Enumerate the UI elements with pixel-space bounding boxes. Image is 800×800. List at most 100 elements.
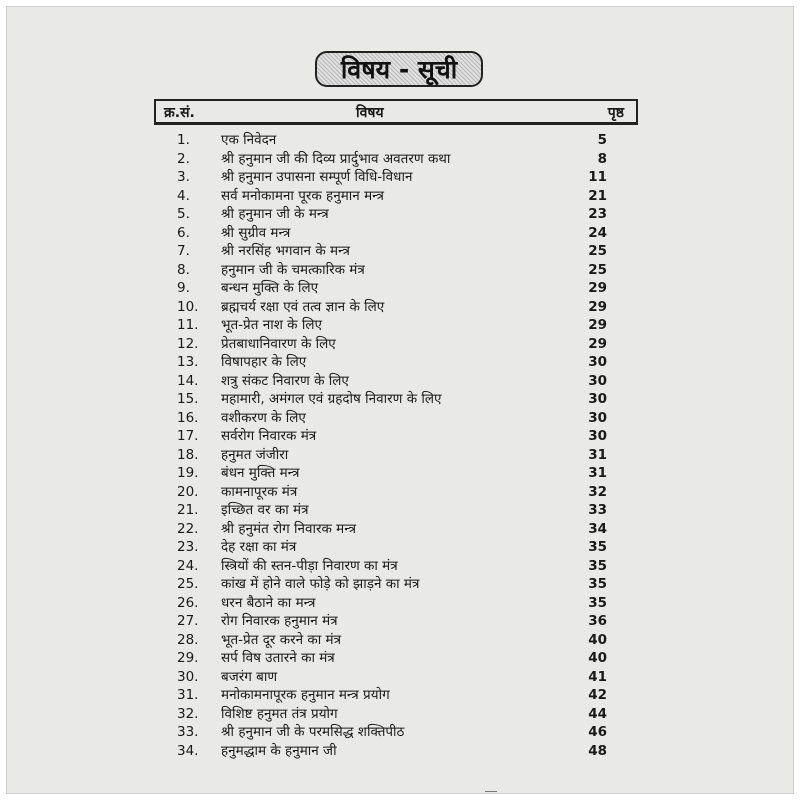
- header-subject: विषय: [356, 105, 384, 121]
- table-header: क्र.सं. विषय पृष्ठ: [154, 99, 638, 125]
- toc-entry: 1. एक निवेदन 5: [7, 131, 800, 150]
- entry-page: 30: [588, 409, 607, 426]
- entry-number: 11.: [177, 317, 199, 333]
- toc-entry: 31. मनोकामनापूरक हनुमान मन्त्र प्रयोग 42: [7, 686, 800, 705]
- entry-number: 20.: [177, 483, 199, 500]
- entry-subject: श्री हनुमान जी की दिव्य प्रार्दुभाव अवतर…: [221, 150, 451, 167]
- entry-subject: ब्रह्मचर्य रक्षा एवं तत्व ज्ञान के लिए: [221, 298, 385, 315]
- entry-page: 32: [588, 483, 607, 500]
- entry-page: 42: [588, 687, 607, 703]
- entry-page: 29: [588, 335, 607, 352]
- toc-entry: 10. ब्रह्मचर्य रक्षा एवं तत्व ज्ञान के लि…: [7, 298, 800, 317]
- entry-number: 13.: [177, 354, 199, 370]
- toc-entry: 6. श्री सुग्रीव मन्त्र 24: [7, 224, 800, 243]
- entry-number: 33.: [177, 724, 199, 740]
- scanned-page: विषय - सूची क्र.सं. विषय पृष्ठ 1. एक निवे…: [6, 6, 794, 794]
- entry-page: 36: [588, 613, 607, 629]
- entry-page: 29: [588, 298, 607, 315]
- entry-page: 29: [588, 280, 607, 296]
- entry-number: 25.: [177, 576, 199, 592]
- toc-entry: 5. श्री हनुमान जी के मन्त्र 23: [7, 205, 800, 224]
- toc-entry: 34. हनुमद्धाम के हनुमान जी 48: [7, 742, 800, 761]
- entry-subject: सर्प विष उतारने का मंत्र: [221, 650, 335, 666]
- toc-entry: 32. विशिष्ट हनुमत तंत्र प्रयोग 44: [7, 705, 800, 724]
- entry-subject: प्रेतबाधानिवारण के लिए: [221, 335, 336, 352]
- entry-subject: हनुमत जंजीरा: [221, 446, 289, 463]
- entry-subject: स्त्रियों की स्तन-पीड़ा निवारण का मंत्र: [221, 557, 398, 574]
- entry-page: 30: [588, 391, 607, 407]
- entry-page: 30: [588, 372, 607, 389]
- entry-subject: सर्वरोग निवारक मंत्र: [221, 428, 317, 444]
- entry-number: 1.: [177, 132, 190, 148]
- entry-subject: एक निवेदन: [221, 132, 277, 148]
- entry-subject: बजरंग बाण: [221, 668, 278, 685]
- entry-page: 48: [588, 742, 607, 759]
- entry-subject: श्री नरसिंह भगवान के मन्त्र: [221, 243, 350, 259]
- toc-entry: 3. श्री हनुमान उपासना सम्पूर्ण विधि-विधान…: [7, 168, 800, 187]
- entry-subject: श्री हनुमान जी के मन्त्र: [221, 206, 329, 222]
- entry-number: 5.: [177, 206, 190, 222]
- toc-entry: 8. हनुमान जी के चमत्कारिक मंत्र 25: [7, 261, 800, 280]
- entry-page: 25: [588, 243, 607, 259]
- entry-page: 23: [588, 206, 607, 222]
- entry-number: 17.: [177, 428, 199, 444]
- toc-entry: 13. विषापहार के लिए 30: [7, 353, 800, 372]
- entry-subject: श्री हनुमंत रोग निवारक मन्त्र: [221, 520, 357, 537]
- toc-entry: 27. रोग निवारक हनुमान मंत्र 36: [7, 612, 800, 631]
- toc-entry: 20. कामनापूरक मंत्र 32: [7, 483, 800, 502]
- entry-page: 29: [588, 317, 607, 333]
- toc-entry: 24. स्त्रियों की स्तन-पीड़ा निवारण का मंत…: [7, 557, 800, 576]
- entry-subject: बंधन मुक्ति मन्त्र: [221, 465, 300, 481]
- entry-subject: देह रक्षा का मंत्र: [221, 539, 297, 555]
- toc-entry: 19. बंधन मुक्ति मन्त्र 31: [7, 464, 800, 483]
- entry-page: 5: [597, 132, 607, 148]
- entry-page: 35: [588, 576, 607, 592]
- entry-page: 41: [588, 668, 607, 685]
- entry-number: 19.: [177, 465, 199, 481]
- toc-entry: 7. श्री नरसिंह भगवान के मन्त्र 25: [7, 242, 800, 261]
- toc-entry: 11. भूत-प्रेत नाश के लिए 29: [7, 316, 800, 335]
- entry-page: 35: [588, 539, 607, 555]
- entry-number: 2.: [177, 150, 190, 167]
- toc-entry: 26. धरन बैठाने का मन्त्र 35: [7, 594, 800, 613]
- entry-subject: वशीकरण के लिए: [221, 409, 306, 426]
- toc-entry: 15. महामारी, अमंगल एवं ग्रहदोष निवारण के …: [7, 390, 800, 409]
- toc-entry: 14. शत्रु संकट निवारण के लिए 30: [7, 372, 800, 391]
- divider: [485, 791, 497, 792]
- entry-subject: इच्छित वर का मंत्र: [221, 502, 309, 518]
- entry-subject: श्री हनुमान उपासना सम्पूर्ण विधि-विधान: [221, 169, 413, 185]
- entry-subject: हनुमद्धाम के हनुमान जी: [221, 742, 337, 759]
- entry-subject: सर्व मनोकामना पूरक हनुमान मन्त्र: [221, 187, 384, 204]
- toc-entry: 21. इच्छित वर का मंत्र 33: [7, 501, 800, 520]
- entry-number: 14.: [177, 372, 199, 389]
- toc-entry: 28. भूत-प्रेत दूर करने का मंत्र 40: [7, 631, 800, 650]
- entry-page: 35: [588, 594, 607, 611]
- entry-subject: रोग निवारक हनुमान मंत्र: [221, 613, 338, 629]
- entry-page: 21: [588, 187, 607, 204]
- entry-number: 6.: [177, 224, 190, 241]
- entry-subject: कामनापूरक मंत्र: [221, 483, 298, 500]
- entry-subject: धरन बैठाने का मन्त्र: [221, 594, 316, 611]
- entry-page: 24: [588, 224, 607, 241]
- entry-subject: हनुमान जी के चमत्कारिक मंत्र: [221, 261, 365, 278]
- entry-subject: विशिष्ट हनुमत तंत्र प्रयोग: [221, 705, 338, 722]
- entry-subject: शत्रु संकट निवारण के लिए: [221, 372, 349, 389]
- entry-number: 18.: [177, 446, 199, 463]
- entry-subject: कांख में होने वाले फोड़े को झाड़ने का मं…: [221, 576, 420, 592]
- entry-page: 31: [588, 446, 607, 463]
- entry-subject: विषापहार के लिए: [221, 354, 307, 370]
- entry-number: 8.: [177, 261, 190, 278]
- entry-number: 34.: [177, 742, 199, 759]
- toc-entry: 12. प्रेतबाधानिवारण के लिए 29: [7, 335, 800, 354]
- entry-page: 34: [588, 520, 607, 537]
- entry-subject: महामारी, अमंगल एवं ग्रहदोष निवारण के लिए: [221, 391, 442, 407]
- entry-subject: भूत-प्रेत दूर करने का मंत्र: [221, 631, 342, 648]
- entry-page: 44: [588, 705, 607, 722]
- entry-number: 29.: [177, 650, 199, 666]
- toc-entry: 33. श्री हनुमान जी के परमसिद्ध शक्तिपीठ 46: [7, 723, 800, 742]
- entry-subject: मनोकामनापूरक हनुमान मन्त्र प्रयोग: [221, 687, 390, 703]
- page-title: विषय - सूची: [315, 51, 483, 87]
- toc-entry: 4. सर्व मनोकामना पूरक हनुमान मन्त्र 21: [7, 187, 800, 206]
- entry-subject: श्री सुग्रीव मन्त्र: [221, 224, 291, 241]
- entry-number: 9.: [177, 280, 190, 296]
